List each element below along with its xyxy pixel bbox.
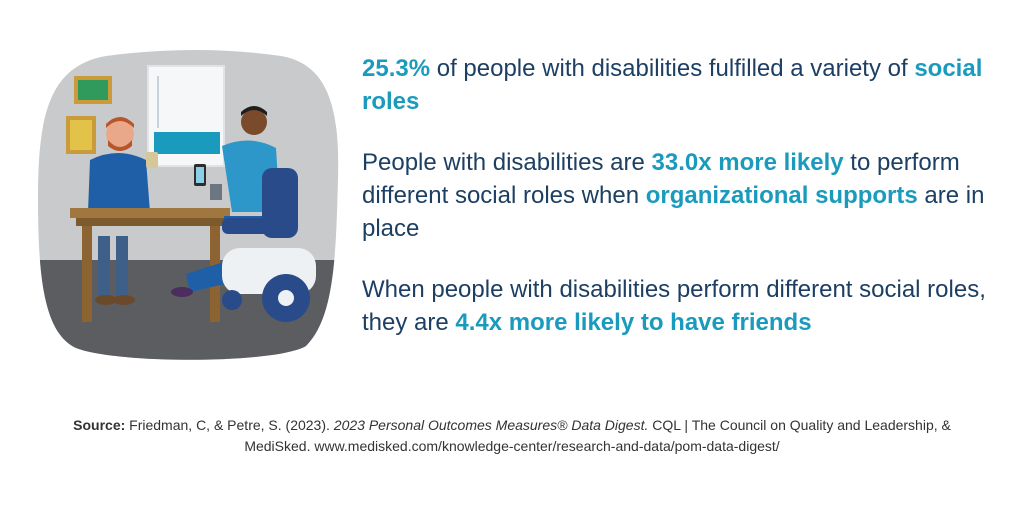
stat-text: When people with disabilities perform di… [362, 276, 986, 336]
power-wheelchair-icon [222, 168, 316, 322]
source-citation: Source: Friedman, C, & Petre, S. (2023).… [40, 415, 984, 457]
stat-friends: When people with disabilities perform di… [362, 273, 1002, 339]
stat-text: of people with disabilities fulfilled a … [430, 55, 915, 82]
mug-icon [210, 184, 222, 200]
stat-text: People with disabilities are [362, 149, 652, 176]
source-authors: Friedman, C, & Petre, S. (2023). [125, 417, 334, 433]
stat-text: to perform different social roles when [362, 149, 960, 209]
stat-highlight: 4.4x more likely to have friends [455, 309, 812, 336]
stat-text: are in place [362, 182, 985, 242]
window-blind-icon [147, 65, 225, 167]
picture-frame-green-icon [74, 76, 112, 104]
smartphone-icon [194, 164, 206, 186]
stat-highlight: organizational supports [645, 182, 918, 209]
picture-frame-gold-icon [66, 116, 96, 154]
seated-man-icon [88, 117, 158, 305]
source-rest: CQL | The Council on Quality and Leaders… [244, 417, 951, 454]
stat-highlight: 25.3% [362, 55, 431, 82]
stat-organizational-supports: People with disabilities are 33.0x more … [362, 146, 1002, 245]
source-title: 2023 Personal Outcomes Measures® Data Di… [333, 417, 649, 433]
stat-highlight: social roles [362, 55, 983, 115]
illustration [36, 48, 340, 364]
people-at-table-illustration [38, 50, 339, 360]
stat-social-roles: 25.3% of people with disabilities fulfil… [362, 52, 1002, 118]
stats-list: 25.3% of people with disabilities fulfil… [362, 52, 1002, 367]
source-label: Source: [73, 417, 126, 433]
stat-highlight: 33.0x more likely [651, 149, 844, 176]
